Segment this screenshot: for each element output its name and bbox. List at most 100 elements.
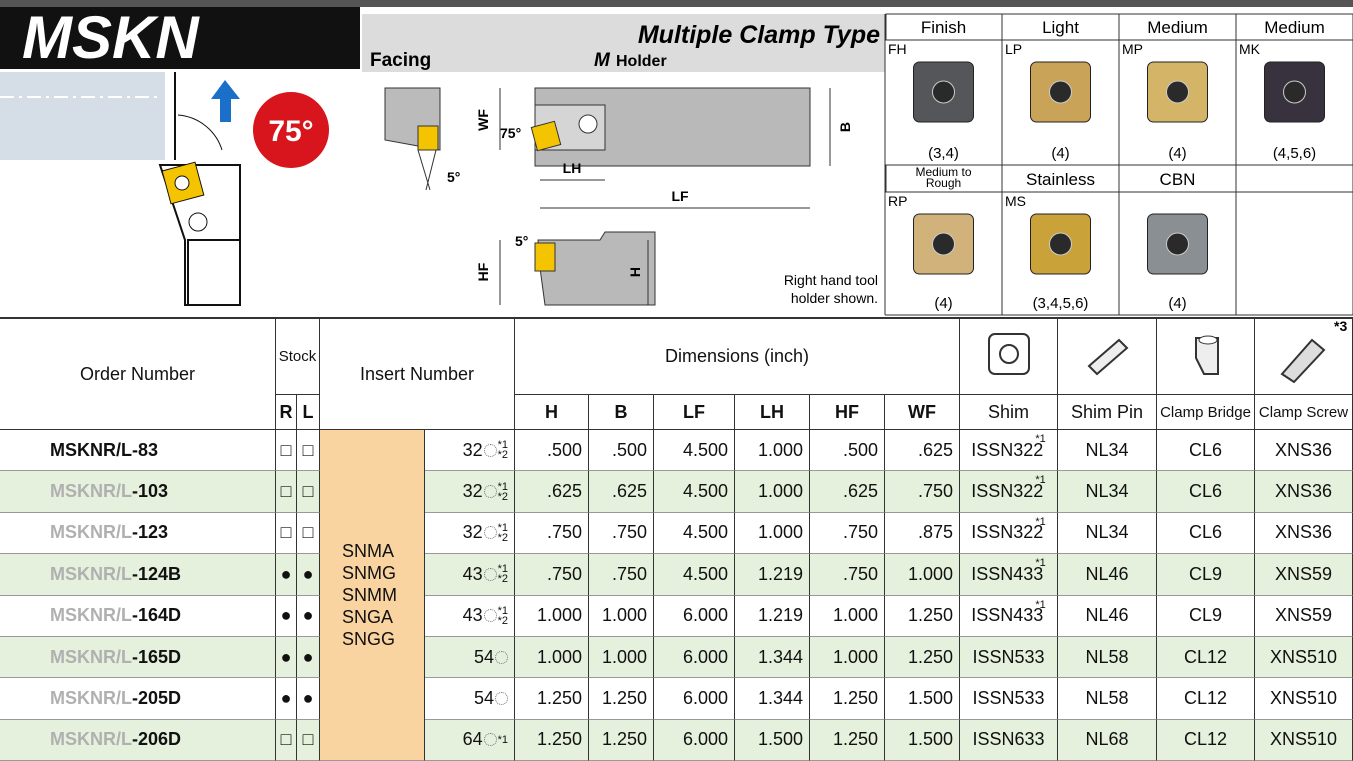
note: *2 (497, 490, 508, 503)
notes: *1 *2 (498, 564, 508, 585)
shape-symbol (483, 443, 497, 457)
stock-r: ● (276, 636, 297, 679)
insert-hole (932, 232, 955, 256)
top-clamp (578, 114, 598, 134)
part-icon (1087, 338, 1129, 375)
grade-grades: (4) (1168, 145, 1186, 162)
shim-note: *1 (1035, 515, 1046, 528)
dimension: .500 (589, 430, 654, 472)
dimension: .625 (515, 471, 589, 513)
dimension: 1.000 (810, 595, 885, 637)
header-cell: B (589, 395, 654, 430)
stock-r: ● (276, 554, 297, 596)
grade-code: MP (1122, 41, 1143, 57)
type-box (362, 14, 885, 72)
insert-size: 54 (425, 636, 515, 679)
shim-pin: NL34 (1058, 471, 1157, 513)
small-insert (417, 125, 439, 151)
clamp-screw: XNS59 (1255, 595, 1353, 637)
dimension: 1.000 (515, 636, 589, 679)
shim-number: ISSN322 (971, 522, 1044, 543)
order-number: MSKNR/L -205D (0, 678, 276, 720)
note: *1 (497, 480, 508, 493)
size: 32 (462, 481, 483, 502)
grade-group: Finish (921, 18, 966, 37)
angle-label: 75° (500, 125, 521, 141)
dimension: 1.000 (810, 636, 885, 679)
lead-lines (417, 149, 437, 191)
dimension: 1.250 (810, 678, 885, 720)
dimension: 1.000 (735, 512, 810, 555)
size: 32 (462, 522, 483, 543)
order-suffix: -206D (132, 729, 182, 750)
shim-pin: NL58 (1058, 636, 1157, 679)
grade-group: Medium to (915, 165, 971, 179)
header-cell: Clamp Screw (1255, 395, 1353, 430)
shape-symbol (495, 691, 508, 705)
shim-pin: NL58 (1058, 678, 1157, 720)
notes: *1 *2 (497, 440, 508, 462)
angle-arc (177, 114, 223, 151)
header-cell: Dimensions (inch) (515, 317, 960, 395)
shim-number: ISSN633 (972, 729, 1045, 750)
dimension: 1.250 (589, 678, 654, 720)
insert-hole (1049, 232, 1072, 256)
dimension: .625 (885, 430, 960, 472)
header-cell: Order Number (0, 317, 276, 430)
shim: ISSN433 *1 (960, 554, 1058, 596)
stock-r: □ (276, 719, 297, 761)
stock-r: □ (276, 512, 297, 555)
h-label: H (627, 267, 643, 277)
clamp-bridge: CL12 (1157, 636, 1255, 679)
holder-label: Holder (616, 53, 667, 70)
dimension: 1.344 (735, 636, 810, 679)
part-icon-cell (1058, 317, 1157, 395)
insert-hole (1166, 232, 1189, 256)
grade-group: Light (1042, 18, 1079, 37)
header-graphics: MSKN 75° Multiple Clamp Type Facing M Ho… (0, 0, 1353, 316)
clamp-bridge: CL12 (1157, 678, 1255, 720)
stock-r: □ (276, 471, 297, 513)
size: 54 (473, 687, 494, 708)
stock-r: ● (276, 678, 297, 720)
note: holder shown. (791, 290, 878, 306)
grade-group: Rough (926, 176, 961, 190)
header-cell: Shim Pin (1058, 395, 1157, 430)
header-cell: LF (654, 395, 735, 430)
order-suffix: -124B (132, 563, 182, 584)
lead-angle: 5° (447, 169, 460, 185)
rake-label: 5° (515, 233, 528, 249)
shim-note: *1 (1035, 598, 1046, 611)
notes: *1 *2 (497, 480, 508, 503)
insert-designation: SNGA (342, 607, 394, 627)
stock-l: □ (297, 471, 320, 513)
shim-pin: NL46 (1058, 554, 1157, 596)
insert-designation: SNMG (342, 563, 396, 583)
grade-group: CBN (1160, 170, 1196, 189)
grade-code: LP (1005, 41, 1022, 57)
shim-note: *1 (1035, 433, 1046, 445)
shim: ISSN322 *1 (960, 512, 1058, 555)
note: *2 (497, 614, 508, 627)
grade-grades: (3,4) (928, 145, 959, 162)
insert-designations: SNMA SNMG SNMM SNGA SNGG (320, 430, 425, 761)
shim: ISSN322 *1 (960, 430, 1058, 472)
series-title: MSKN (22, 4, 200, 71)
type-title: Multiple Clamp Type (638, 21, 880, 49)
dimension: 1.500 (885, 719, 960, 761)
dimension: .750 (515, 554, 589, 596)
note: *2 (497, 449, 508, 462)
dimension: 1.344 (735, 678, 810, 720)
dimension: 4.500 (654, 512, 735, 555)
order-prefix: MSKNR/L (50, 687, 132, 708)
notes: *1 *2 (498, 522, 508, 543)
header-cell: Insert Number (320, 317, 515, 430)
dimension: 1.250 (810, 719, 885, 761)
dimension: 1.000 (515, 595, 589, 637)
dimension: 1.000 (589, 595, 654, 637)
screw-note: *3 (1334, 318, 1348, 334)
clamp-bridge: CL6 (1157, 471, 1255, 513)
grade-code: RP (888, 193, 907, 209)
grade-group: Medium (1147, 18, 1207, 37)
